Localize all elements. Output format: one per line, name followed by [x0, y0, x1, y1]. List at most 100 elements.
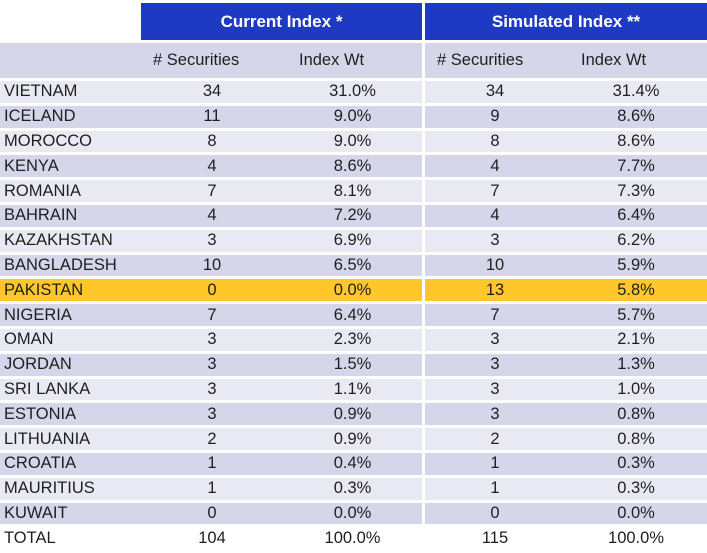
simulated-securities-cell: 115 [422, 524, 566, 550]
table-row: ROMANIA 7 8.1% 7 7.3% [0, 177, 707, 202]
current-weight-header: Index Wt [283, 40, 423, 78]
current-weight-cell: 8.6% [283, 152, 423, 178]
table-row: BAHRAIN 4 7.2% 4 6.4% [0, 201, 707, 227]
simulated-weight-cell: 1.3% [565, 350, 707, 376]
country-cell: CROATIA [0, 449, 141, 475]
simulated-securities-cell: 13 [422, 276, 566, 302]
simulated-weight-cell: 5.8% [565, 276, 707, 302]
simulated-weight-cell: 0.8% [565, 425, 707, 450]
simulated-weight-cell: 0.3% [565, 449, 707, 475]
simulated-weight-cell: 31.4% [565, 78, 707, 103]
current-weight-cell: 1.5% [283, 350, 423, 376]
simulated-securities-cell: 34 [422, 78, 566, 103]
current-securities-cell: 7 [141, 177, 283, 202]
simulated-weight-cell: 8.6% [565, 127, 707, 153]
current-securities-cell: 1 [141, 474, 283, 500]
table-row: MOROCCO 8 9.0% 8 8.6% [0, 127, 707, 153]
simulated-weight-cell: 1.0% [565, 375, 707, 401]
current-weight-cell: 0.3% [283, 474, 423, 500]
current-securities-cell: 1 [141, 449, 283, 475]
table-row: OMAN 3 2.3% 3 2.1% [0, 325, 707, 351]
country-cell: TOTAL [0, 524, 141, 550]
simulated-securities-cell: 3 [422, 325, 566, 351]
group-header-row: Current Index * Simulated Index ** [0, 0, 707, 40]
country-cell: ICELAND [0, 102, 141, 128]
table-row: LITHUANIA 2 0.9% 2 0.8% [0, 425, 707, 450]
current-index-header: Current Index * [141, 0, 423, 40]
table-row: JORDAN 3 1.5% 3 1.3% [0, 350, 707, 376]
current-securities-header: # Securities [141, 40, 283, 78]
simulated-weight-cell: 0.0% [565, 499, 707, 525]
country-cell: PAKISTAN [0, 276, 141, 302]
table-row: BANGLADESH 10 6.5% 10 5.9% [0, 251, 707, 277]
current-securities-cell: 2 [141, 425, 283, 450]
country-cell: NIGERIA [0, 301, 141, 326]
current-weight-cell: 9.0% [283, 102, 423, 128]
current-securities-cell: 3 [141, 325, 283, 351]
current-securities-cell: 3 [141, 226, 283, 252]
table-row-highlighted: PAKISTAN 0 0.0% 13 5.8% [0, 276, 707, 302]
country-cell: JORDAN [0, 350, 141, 376]
simulated-securities-cell: 7 [422, 177, 566, 202]
current-securities-cell: 104 [141, 524, 283, 550]
current-weight-cell: 1.1% [283, 375, 423, 401]
simulated-weight-cell: 8.6% [565, 102, 707, 128]
table-row: KAZAKHSTAN 3 6.9% 3 6.2% [0, 226, 707, 252]
table-row: SRI LANKA 3 1.1% 3 1.0% [0, 375, 707, 401]
country-cell: MAURITIUS [0, 474, 141, 500]
simulated-weight-cell: 0.8% [565, 400, 707, 426]
country-cell: ROMANIA [0, 177, 141, 202]
simulated-securities-cell: 3 [422, 400, 566, 426]
simulated-weight-cell: 5.9% [565, 251, 707, 277]
current-securities-cell: 34 [141, 78, 283, 103]
simulated-securities-cell: 1 [422, 474, 566, 500]
current-weight-cell: 6.9% [283, 226, 423, 252]
simulated-securities-header: # Securities [422, 40, 566, 78]
current-weight-cell: 7.2% [283, 201, 423, 227]
table-row: ESTONIA 3 0.9% 3 0.8% [0, 400, 707, 426]
simulated-weight-cell: 6.4% [565, 201, 707, 227]
simulated-securities-cell: 3 [422, 226, 566, 252]
country-cell: BANGLADESH [0, 251, 141, 277]
table-row: KUWAIT 0 0.0% 0 0.0% [0, 499, 707, 525]
column-header-row: # Securities Index Wt # Securities Index… [0, 40, 707, 78]
current-weight-cell: 9.0% [283, 127, 423, 153]
current-weight-cell: 0.4% [283, 449, 423, 475]
country-cell: SRI LANKA [0, 375, 141, 401]
simulated-securities-cell: 7 [422, 301, 566, 326]
table-row: NIGERIA 7 6.4% 7 5.7% [0, 301, 707, 326]
current-securities-cell: 11 [141, 102, 283, 128]
simulated-weight-cell: 7.3% [565, 177, 707, 202]
current-securities-cell: 4 [141, 201, 283, 227]
country-cell: KENYA [0, 152, 141, 178]
simulated-weight-cell: 7.7% [565, 152, 707, 178]
table-row: VIETNAM 34 31.0% 34 31.4% [0, 78, 707, 103]
simulated-weight-cell: 6.2% [565, 226, 707, 252]
simulated-securities-cell: 4 [422, 201, 566, 227]
table-row: MAURITIUS 1 0.3% 1 0.3% [0, 474, 707, 500]
current-securities-cell: 10 [141, 251, 283, 277]
simulated-weight-cell: 2.1% [565, 325, 707, 351]
simulated-securities-cell: 9 [422, 102, 566, 128]
current-weight-cell: 6.5% [283, 251, 423, 277]
table-row: KENYA 4 8.6% 4 7.7% [0, 152, 707, 178]
country-cell: KAZAKHSTAN [0, 226, 141, 252]
simulated-index-header: Simulated Index ** [422, 0, 707, 40]
group-header-blank [0, 0, 141, 40]
country-cell: BAHRAIN [0, 201, 141, 227]
current-weight-cell: 31.0% [283, 78, 423, 103]
current-securities-cell: 0 [141, 276, 283, 302]
current-weight-cell: 8.1% [283, 177, 423, 202]
simulated-securities-cell: 10 [422, 251, 566, 277]
total-row: TOTAL 104 100.0% 115 100.0% [0, 524, 707, 550]
current-securities-cell: 4 [141, 152, 283, 178]
current-securities-cell: 8 [141, 127, 283, 153]
current-securities-cell: 7 [141, 301, 283, 326]
simulated-weight-header: Index Wt [565, 40, 707, 78]
simulated-weight-cell: 0.3% [565, 474, 707, 500]
simulated-securities-cell: 3 [422, 375, 566, 401]
simulated-securities-cell: 4 [422, 152, 566, 178]
current-securities-cell: 3 [141, 350, 283, 376]
column-header-blank [0, 40, 141, 78]
